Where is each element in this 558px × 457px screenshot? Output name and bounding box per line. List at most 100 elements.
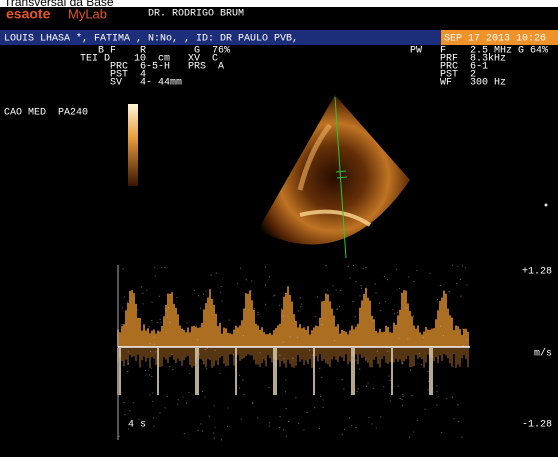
speckle	[436, 390, 438, 392]
speckle	[287, 421, 290, 423]
speckle	[339, 305, 341, 308]
speckle	[202, 430, 204, 432]
speckle	[198, 295, 200, 297]
speckle	[451, 396, 454, 398]
speckle	[202, 293, 204, 295]
speckle	[238, 387, 241, 389]
speckle	[142, 303, 144, 305]
patient-bar	[0, 30, 558, 45]
speckle	[343, 428, 346, 430]
speckle	[428, 380, 430, 383]
speckle	[322, 399, 324, 401]
speckle	[391, 385, 394, 387]
param-row: PST 4	[80, 70, 146, 81]
speckle	[205, 290, 207, 292]
speckle	[335, 289, 337, 291]
speckle	[436, 385, 438, 387]
speckle	[268, 387, 270, 389]
scale-top: +1.28	[522, 267, 552, 278]
speckle	[285, 379, 287, 381]
speckle	[196, 338, 199, 341]
scale-unit: m/s	[534, 348, 552, 360]
speckle	[214, 349, 216, 352]
speckle	[172, 369, 174, 371]
speckle	[243, 393, 245, 396]
speckle	[437, 357, 439, 359]
speckle	[374, 283, 376, 285]
speckle	[376, 350, 378, 352]
speckle	[227, 407, 229, 409]
speckle	[237, 282, 239, 284]
param-row: PRC 6-5-H PRS A	[80, 62, 224, 73]
speckle	[198, 353, 200, 355]
speckle	[355, 359, 357, 361]
speckle	[282, 341, 284, 343]
speckle	[399, 397, 401, 400]
speckle	[436, 404, 438, 406]
speckle	[138, 419, 140, 421]
speckle	[279, 426, 281, 429]
speckle	[461, 436, 463, 438]
scale-bottom: -1.28	[522, 420, 552, 431]
speckle	[257, 314, 259, 316]
speckle	[367, 382, 369, 384]
speckle	[274, 294, 276, 296]
speckle	[401, 404, 404, 406]
speckle	[282, 429, 284, 431]
speckle	[248, 309, 250, 311]
speckle	[220, 291, 222, 293]
speckle	[389, 380, 391, 382]
speckle	[278, 304, 281, 306]
speckle	[251, 280, 253, 282]
speckle	[436, 298, 439, 301]
param-row: B F R G 76%	[80, 46, 230, 57]
speckle	[365, 385, 368, 387]
speckle	[427, 389, 429, 391]
speckle	[348, 417, 351, 419]
speckle	[321, 376, 323, 378]
speckle	[279, 415, 281, 418]
speckle	[349, 277, 351, 279]
speckle	[154, 267, 156, 269]
speckle	[462, 265, 464, 267]
speckle	[268, 425, 270, 427]
speckle	[122, 307, 124, 309]
speckle	[368, 417, 370, 419]
speckle	[232, 353, 235, 355]
speckle	[127, 363, 129, 365]
speckle	[169, 293, 171, 295]
speckle	[171, 353, 173, 355]
datetime: SEP 17 2013 10:26	[444, 34, 546, 45]
speckle	[148, 326, 151, 328]
speckle	[119, 383, 122, 385]
speckle	[132, 402, 134, 404]
speckle	[392, 309, 394, 311]
speckle	[227, 425, 229, 428]
speckle	[362, 268, 364, 270]
speckle	[155, 351, 157, 353]
speckle	[413, 280, 415, 283]
speckle	[166, 316, 168, 318]
speckle	[375, 427, 377, 429]
speckle	[182, 396, 184, 398]
speckle	[319, 367, 321, 369]
speckle	[340, 333, 342, 335]
speckle	[398, 337, 400, 339]
speckle	[466, 339, 468, 341]
speckle	[437, 396, 439, 398]
speckle	[402, 393, 404, 396]
speckle	[321, 323, 323, 326]
speckle	[219, 372, 221, 375]
speckle	[418, 352, 421, 354]
speckle	[422, 336, 424, 339]
speckle	[315, 316, 317, 318]
speckle	[336, 308, 338, 311]
speckle	[206, 368, 208, 370]
speckle	[273, 295, 275, 297]
speckle	[355, 427, 357, 429]
speckle	[214, 427, 216, 429]
speckle	[387, 350, 389, 352]
param-row: PW F 2.5 MHz G 64%	[410, 46, 548, 57]
speckle	[300, 303, 303, 305]
